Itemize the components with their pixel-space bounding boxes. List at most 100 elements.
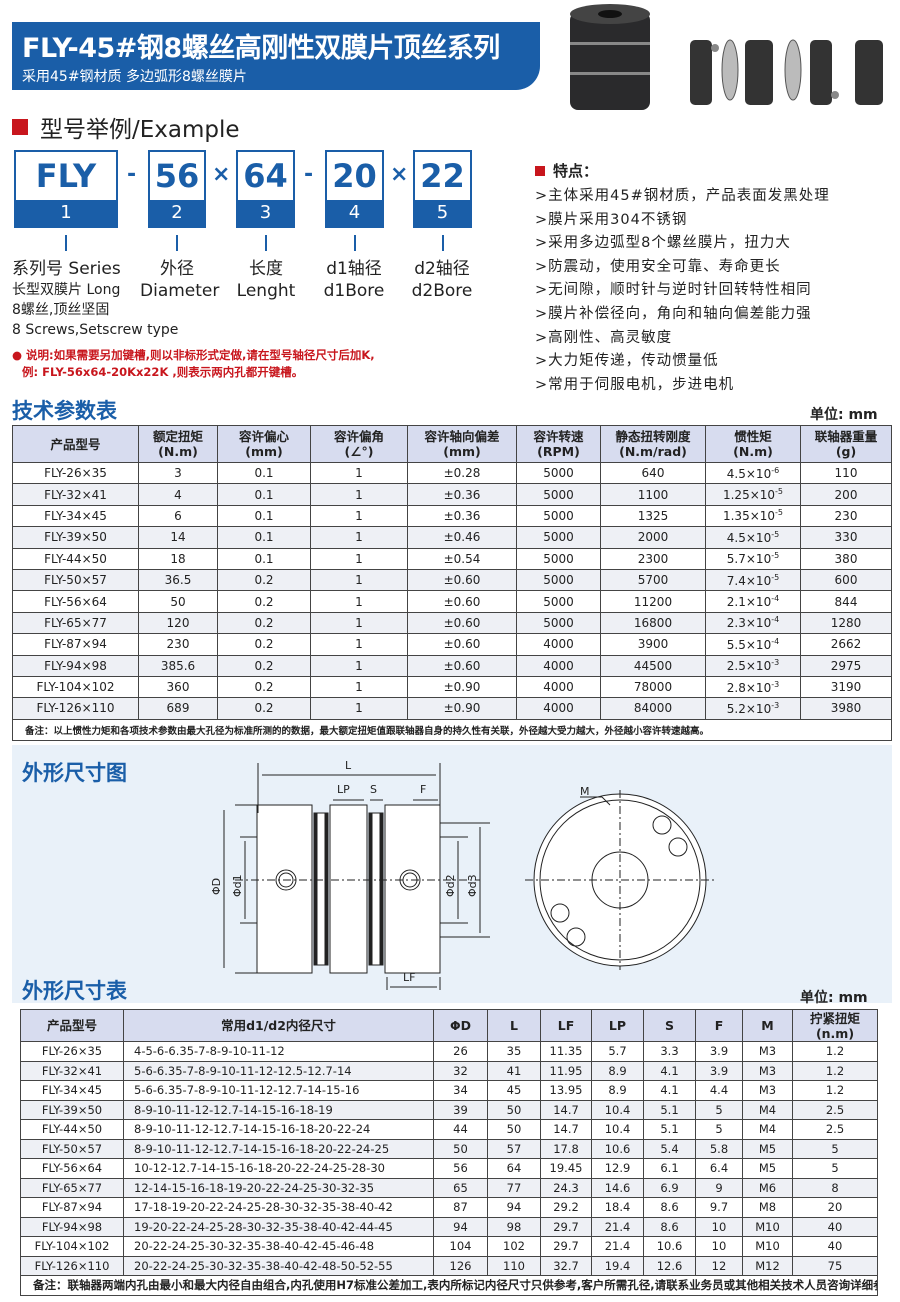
table-cell: FLY-87×94 — [12, 633, 139, 656]
header-line: 静态扭转刚度 — [615, 429, 691, 444]
table-cell: 4000 — [516, 654, 601, 677]
inertia-cell: 2.8×10-3 — [705, 675, 801, 699]
table-cell: 35 — [487, 1041, 541, 1062]
header-line: (mm) — [443, 444, 481, 459]
table-cell: 20-22-24-25-30-32-35-38-40-42-48-50-52-5… — [123, 1255, 434, 1276]
label-d3: Φd3 — [466, 874, 479, 897]
table-cell: 0.2 — [217, 697, 311, 720]
table-cell: 32 — [433, 1060, 488, 1081]
feature-item: >高刚性、高灵敏度 — [535, 329, 673, 346]
red-square-icon — [12, 119, 28, 135]
table-cell: 36.5 — [138, 568, 218, 592]
label-M: M — [580, 785, 590, 798]
table-row: FLY-104×102 360 0.2 1 ±0.90 4000 78000 2.8×10-3… — [12, 675, 892, 699]
model-part-d1: 20 4 — [325, 150, 384, 228]
tech-table-title: 技术参数表 — [12, 399, 117, 423]
table-row: FLY-44×50 8-9-10-11-12-12.7-14-15-16-18-2… — [20, 1119, 878, 1140]
connector-line — [176, 235, 178, 251]
table-cell: FLY-65×77 — [20, 1177, 124, 1198]
table-row: FLY-87×94 230 0.2 1 ±0.60 4000 3900 5.5×10-4 266… — [12, 633, 892, 656]
header-line: 容许转速 — [533, 429, 584, 444]
example-title: 型号举例/Example — [40, 117, 240, 143]
inertia-cell: 2.3×10-4 — [705, 611, 801, 635]
table-cell: M5 — [742, 1138, 793, 1159]
inertia-cell: 1.25×10-5 — [705, 483, 801, 506]
table-cell: 5000 — [516, 504, 601, 528]
table-cell: 0.2 — [217, 675, 311, 699]
part-index: 3 — [238, 200, 293, 226]
table-cell: 1.2 — [792, 1060, 878, 1081]
header-line: 容许偏心 — [238, 429, 289, 444]
label-d1: Φd1 — [231, 874, 244, 897]
table-row: FLY-44×50 18 0.1 1 ±0.54 5000 2300 5.7×10-5 380 — [12, 547, 892, 570]
table-cell: FLY-34×45 — [12, 504, 139, 528]
label-line: 外径 — [160, 259, 194, 279]
table-cell: 4.1 — [643, 1080, 696, 1101]
table-cell: M4 — [742, 1119, 793, 1140]
table-cell: 5 — [792, 1138, 878, 1159]
table-cell: 4000 — [516, 697, 601, 720]
table-cell: 102 — [487, 1236, 541, 1257]
table-cell: 20-22-24-25-30-32-35-38-40-42-45-46-48 — [123, 1236, 434, 1257]
table-cell: 1100 — [600, 483, 706, 506]
table-cell: 12-14-15-16-18-19-20-22-24-25-30-32-35 — [123, 1177, 434, 1198]
table-cell: M3 — [742, 1060, 793, 1081]
table-cell: 5-6-6.35-7-8-9-10-11-12-12.5-12.7-14 — [123, 1060, 434, 1081]
label-d1: d1轴径 d1Bore — [316, 258, 392, 302]
table-cell: 18 — [138, 547, 218, 570]
feature-item: >无间隙，顺时针与逆时针回转特性相同 — [535, 282, 812, 299]
table-cell: 5.4 — [643, 1138, 696, 1159]
column-header: 额定扭矩 (N.m) — [138, 425, 218, 463]
table-cell: 120 — [138, 611, 218, 635]
table-cell: 5.8 — [695, 1138, 743, 1159]
inertia-base: 4.5×10 — [726, 466, 772, 481]
table-cell: 5000 — [516, 461, 601, 485]
table-cell: 78000 — [600, 675, 706, 699]
table-cell: 94 — [487, 1197, 541, 1218]
label-line: 长型双膜片 Long — [12, 282, 121, 298]
table-row: FLY-94×98 385.6 0.2 1 ±0.60 4000 44500 2.5×10-3… — [12, 654, 892, 677]
table-cell: 19.4 — [591, 1255, 644, 1276]
table-cell: 10.4 — [591, 1119, 644, 1140]
table-cell: FLY-39×50 — [20, 1099, 124, 1120]
header-line: 拧紧扭矩 — [809, 1010, 860, 1026]
table-cell: 1 — [310, 697, 408, 720]
inertia-exponent: -5 — [771, 551, 780, 561]
separator: - — [304, 162, 314, 187]
table-cell: 0.2 — [217, 633, 311, 656]
inertia-cell: 4.5×10-6 — [705, 461, 801, 485]
inertia-exponent: -4 — [771, 636, 780, 646]
table-cell: 21.4 — [591, 1236, 644, 1257]
table-cell: 13.95 — [540, 1080, 592, 1101]
table-cell: 29.7 — [540, 1216, 592, 1237]
table-cell: M12 — [742, 1255, 793, 1276]
label-F: F — [420, 783, 426, 796]
table-cell: FLY-34×45 — [20, 1080, 124, 1101]
label-length: 长度 Lenght — [230, 258, 302, 302]
table-cell: 10.4 — [591, 1099, 644, 1120]
header-line: 惯性矩 — [734, 429, 772, 444]
table-cell: 1 — [310, 504, 408, 528]
label-line: Diameter — [140, 281, 220, 301]
product-photo — [570, 4, 883, 110]
table-cell: 6.4 — [695, 1158, 743, 1179]
connector-line — [354, 235, 356, 251]
table-cell: FLY-126×110 — [12, 697, 139, 720]
dimension-table: 产品型号 常用d1/d2内径尺寸 ΦD L LF LP S F M 拧紧扭矩 (n.m) FLY-2… — [20, 1009, 878, 1296]
dim-table-note: 备注：联轴器两端内孔由最小和最大内径自由组合,内孔使用H7标准公差加工,表内所标… — [20, 1275, 878, 1296]
feature-item: >防震动，使用安全可靠、寿命更长 — [535, 258, 781, 275]
table-cell: 29.2 — [540, 1197, 592, 1218]
part-index: 2 — [150, 200, 204, 226]
table-cell: 50 — [487, 1119, 541, 1140]
table-row: FLY-126×110 689 0.2 1 ±0.90 4000 84000 5.2×10-3… — [12, 697, 892, 720]
column-header: M — [742, 1009, 793, 1042]
table-cell: 1 — [310, 483, 408, 506]
table-cell: 2300 — [600, 547, 706, 570]
tech-table-unit: 单位: mm — [810, 407, 878, 423]
inertia-base: 2.3×10 — [726, 616, 772, 631]
table-cell: 0.2 — [217, 590, 311, 613]
table-cell: 0.1 — [217, 526, 311, 549]
inertia-cell: 5.2×10-3 — [705, 697, 801, 720]
label-D: ΦD — [210, 878, 223, 895]
feature-item: >大力矩传递，传动惯量低 — [535, 353, 719, 370]
